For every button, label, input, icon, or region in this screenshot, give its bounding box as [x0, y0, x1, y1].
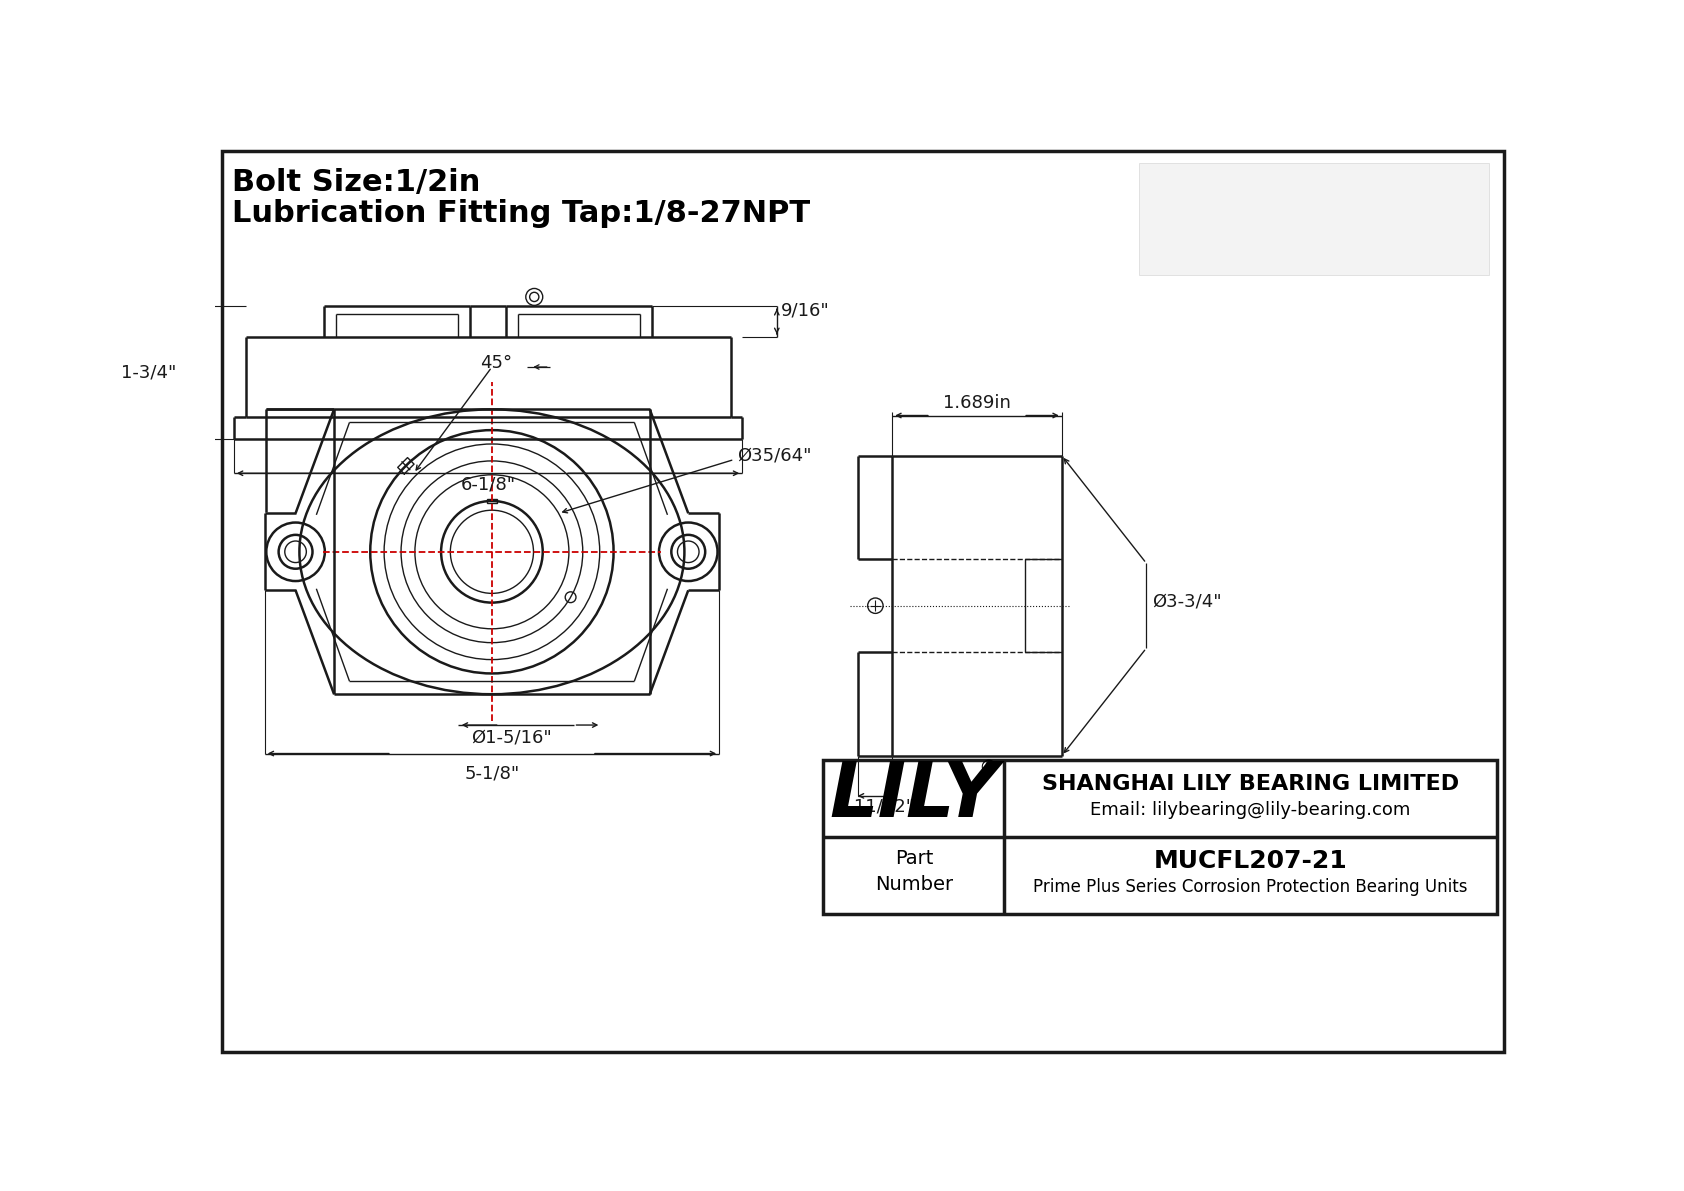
Text: Prime Plus Series Corrosion Protection Bearing Units: Prime Plus Series Corrosion Protection B… — [1032, 878, 1468, 896]
Text: 45°: 45° — [480, 354, 512, 372]
Text: 1.689in: 1.689in — [943, 394, 1010, 412]
Text: Part
Number: Part Number — [874, 849, 953, 894]
Bar — [487, 499, 497, 503]
Text: ®: ® — [978, 760, 999, 779]
Text: 6-1/8": 6-1/8" — [460, 475, 515, 493]
Text: Lubrication Fitting Tap:1/8-27NPT: Lubrication Fitting Tap:1/8-27NPT — [232, 199, 810, 229]
Text: Ø35/64": Ø35/64" — [738, 447, 812, 464]
Bar — [1138, 163, 1489, 275]
Text: Email: lilybearing@lily-bearing.com: Email: lilybearing@lily-bearing.com — [1090, 800, 1411, 818]
Text: Ø1-5/16": Ø1-5/16" — [472, 729, 552, 747]
Text: 5-1/8": 5-1/8" — [465, 765, 520, 782]
Text: Ø3-3/4": Ø3-3/4" — [1152, 593, 1223, 611]
Text: 1-3/4": 1-3/4" — [121, 363, 177, 381]
Bar — [823, 760, 1497, 913]
Text: 9/16": 9/16" — [781, 301, 830, 319]
Text: Bolt Size:1/2in: Bolt Size:1/2in — [232, 168, 480, 198]
Text: MUCFL207-21: MUCFL207-21 — [1154, 849, 1347, 873]
Text: 1-11/32": 1-11/32" — [837, 798, 914, 816]
Text: SHANGHAI LILY BEARING LIMITED: SHANGHAI LILY BEARING LIMITED — [1042, 774, 1458, 794]
Text: LILY: LILY — [830, 759, 999, 833]
